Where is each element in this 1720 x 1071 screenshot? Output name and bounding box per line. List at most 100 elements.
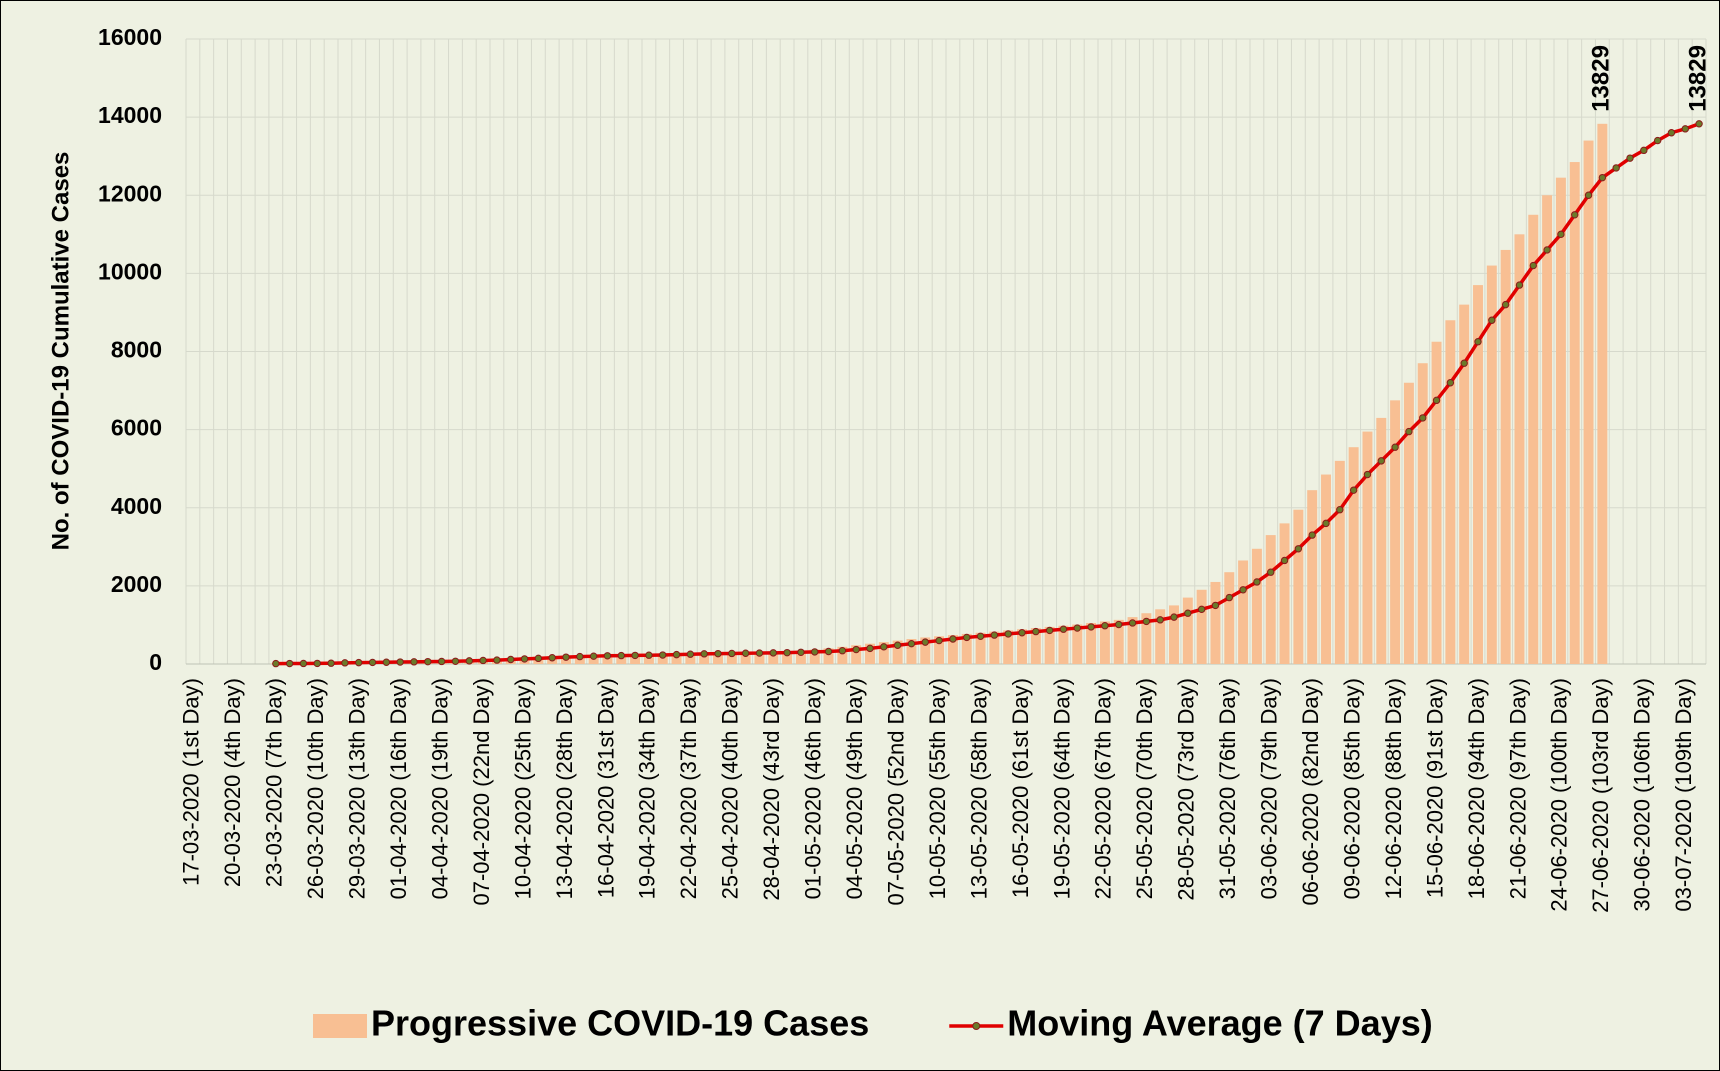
line-marker [1349,486,1358,494]
line-marker [811,648,819,656]
line-marker [949,635,957,643]
bar [1265,535,1276,664]
x-tick-label: 12-06-2020 (88th Day) [1381,678,1406,899]
line-marker [838,647,847,655]
bar [754,652,765,664]
bar [1030,628,1041,664]
bar [1127,617,1138,664]
bar [1182,597,1193,664]
line-marker [285,659,294,668]
legend-marker [972,1022,981,1030]
line-marker [1667,129,1676,137]
line-marker [1170,613,1178,621]
y-tick-label: 16000 [98,24,162,50]
line-marker [1101,622,1109,630]
line-marker [1612,164,1620,172]
line-marker [1681,125,1689,133]
x-tick-label: 19-04-2020 (34th Day) [635,678,660,899]
line-marker [368,658,377,667]
bar [1417,363,1428,664]
line-marker [562,653,570,661]
x-tick-label: 27-06-2020 (103rd Day) [1588,678,1613,913]
line-marker [576,652,584,661]
line-marker [1045,626,1054,635]
bar [795,650,806,664]
line-marker [617,651,625,660]
bar [1044,626,1055,664]
line-marker [741,649,750,657]
bar [713,653,723,664]
line-marker [355,658,363,667]
bar [1017,629,1027,664]
y-tick-label: 8000 [111,337,162,363]
line-marker [1640,146,1648,155]
line-marker [1018,629,1026,637]
bar [1542,195,1553,664]
line-marker [1363,470,1372,479]
x-tick-label: 15-06-2020 (91st Day) [1422,678,1447,898]
bar [975,632,986,664]
bar [1431,341,1442,664]
line-marker [1211,601,1220,610]
line-marker [424,657,432,666]
bar [1321,474,1331,664]
bar [1583,140,1594,664]
line-marker [728,649,736,658]
line-marker [382,658,391,666]
bar [1569,162,1580,664]
line-marker [1598,173,1607,182]
x-tick-label: 25-04-2020 (40th Day) [718,678,743,899]
line-marker [783,648,791,657]
line-marker [589,652,598,660]
x-tick-label: 13-05-2020 (58th Day) [966,678,991,899]
bar [1072,624,1083,664]
line-marker [700,650,708,658]
line-marker [1197,605,1206,614]
line-marker [1501,300,1510,309]
bar [740,652,751,664]
line-marker [1543,246,1551,254]
x-tick-label: 10-04-2020 (25th Day) [510,678,535,899]
line-marker [1322,519,1330,528]
x-tick-label: 13-04-2020 (28th Day) [552,678,577,899]
bar [1473,285,1483,664]
bar [1348,447,1359,664]
bar [1251,548,1262,664]
bar [989,631,1000,664]
x-tick-label: 28-04-2020 (43rd Day) [759,678,784,901]
line-marker [1460,359,1468,367]
bar [892,640,903,664]
line-marker [313,659,321,668]
bar [837,646,848,664]
bar [961,633,972,664]
bar [865,643,875,664]
bar [1003,630,1014,664]
bar [1555,177,1566,664]
x-tick-label: 31-05-2020 (76th Day) [1215,678,1240,899]
bar [934,636,945,664]
line-marker [1695,120,1703,128]
y-tick-label: 2000 [111,571,162,597]
line-marker [963,633,971,642]
line-marker [341,659,349,667]
bar [1390,400,1401,664]
line-marker [396,658,404,666]
line-marker [1087,623,1095,631]
bar [823,648,834,664]
line-marker [935,636,943,645]
line-marker [1004,630,1012,638]
bar [782,651,793,664]
line-marker [1032,627,1040,636]
line-marker [645,651,653,659]
line-marker [1239,586,1247,594]
y-tick-label: 6000 [111,415,162,441]
x-tick-label: 24-06-2020 (100th Day) [1547,678,1572,912]
bar [1196,589,1207,664]
line-marker [976,632,985,640]
line-marker [1294,545,1303,553]
x-tick-label: 03-07-2020 (109th Day) [1671,678,1696,912]
data-label: 13829 [1684,45,1711,112]
line-marker [1653,136,1662,145]
x-tick-label: 01-05-2020 (46th Day) [801,678,826,899]
